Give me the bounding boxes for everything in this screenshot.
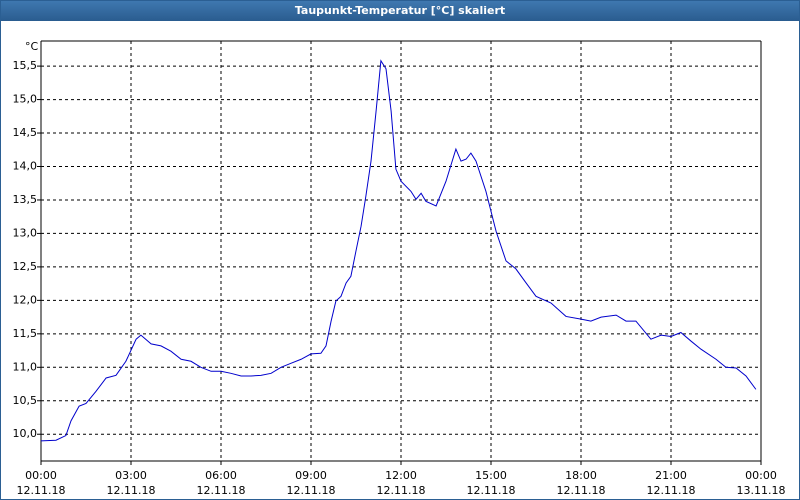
y-tick-label: 15,5 xyxy=(13,59,38,72)
y-tick-label: 13,5 xyxy=(13,193,38,206)
y-tick-label: 14,5 xyxy=(13,126,38,139)
x-tick-label: 03:00 12.11.18 xyxy=(106,469,156,497)
x-tick-label: 00:00 12.11.18 xyxy=(16,469,66,497)
y-tick-label: 11,0 xyxy=(13,360,38,373)
y-tick-label: 12,5 xyxy=(13,260,38,273)
title-bar: Taupunkt-Temperatur [°C] skaliert xyxy=(1,1,799,21)
x-tick-label: 18:00 12.11.18 xyxy=(556,469,606,497)
x-tick-label: 21:00 12.11.18 xyxy=(646,469,696,497)
y-tick-label: 11,5 xyxy=(13,327,38,340)
x-tick-label: 00:00 13.11.18 xyxy=(736,469,786,497)
x-tick-label: 09:00 12.11.18 xyxy=(286,469,336,497)
x-tick-label: 12:00 12.11.18 xyxy=(376,469,426,497)
y-tick-label: 10,5 xyxy=(13,394,38,407)
y-tick-label: 10,0 xyxy=(13,427,38,440)
y-unit: °C xyxy=(25,40,39,53)
y-tick-label: 14,0 xyxy=(13,159,38,172)
x-tick-label: 15:00 12.11.18 xyxy=(466,469,516,497)
y-tick-label: 12,0 xyxy=(13,293,38,306)
data-line xyxy=(40,59,757,442)
y-tick-label: 13,0 xyxy=(13,226,38,239)
x-tick-label: 06:00 12.11.18 xyxy=(196,469,246,497)
y-tick-label: 15,0 xyxy=(13,93,38,106)
